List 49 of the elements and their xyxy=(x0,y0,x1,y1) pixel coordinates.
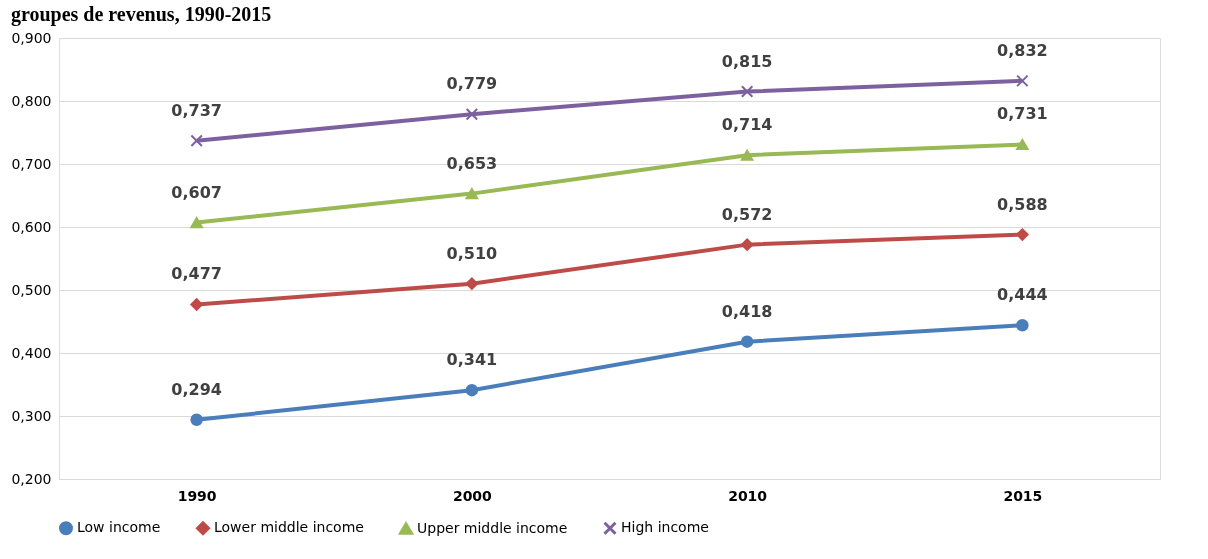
x-tick-label: 2010 xyxy=(728,487,768,504)
legend-label: High income xyxy=(621,519,709,536)
y-tick-label: 0,300 xyxy=(11,407,52,424)
point xyxy=(1016,228,1029,241)
data-label: 0,341 xyxy=(446,350,498,370)
data-label: 0,815 xyxy=(721,51,773,71)
legend-label: Lower middle income xyxy=(214,519,364,536)
point xyxy=(740,335,754,348)
point xyxy=(465,383,479,397)
point xyxy=(465,107,479,121)
data-label: 0,444 xyxy=(997,285,1048,305)
data-label: 0,779 xyxy=(446,74,498,94)
data-label: 0,731 xyxy=(997,104,1048,124)
data-label: 0,418 xyxy=(721,301,773,321)
y-tick-label: 0,900 xyxy=(11,29,52,46)
y-tick-label: 0,200 xyxy=(11,470,52,487)
data-label: 0,510 xyxy=(446,243,498,263)
point xyxy=(1016,138,1029,151)
point xyxy=(740,85,754,98)
y-tick-label: 0,400 xyxy=(11,344,52,361)
point xyxy=(740,238,754,251)
legend-label: Upper middle income xyxy=(417,519,568,536)
data-label: 0,714 xyxy=(721,115,773,135)
point xyxy=(190,134,203,147)
point xyxy=(740,149,754,161)
point xyxy=(465,277,479,290)
x-tick-label: 1990 xyxy=(177,487,217,504)
data-label: 0,653 xyxy=(446,153,498,173)
point xyxy=(190,217,203,229)
x-tick-label: 2000 xyxy=(452,487,493,504)
data-label: 0,832 xyxy=(997,40,1048,60)
legend-label: Low income xyxy=(77,519,161,536)
data-label: 0,737 xyxy=(171,100,222,120)
point xyxy=(465,188,479,200)
data-label: 0,294 xyxy=(171,379,222,399)
y-tick-label: 0,500 xyxy=(11,281,52,298)
chart-title: groupes de revenus, 1990-2015 xyxy=(10,3,272,26)
data-label: 0,607 xyxy=(171,182,222,202)
x-tick-label: 2015 xyxy=(1003,487,1043,504)
point xyxy=(1016,319,1029,332)
y-tick-label: 0,700 xyxy=(11,155,52,172)
y-tick-label: 0,800 xyxy=(11,92,52,109)
data-label: 0,588 xyxy=(997,194,1048,214)
data-label: 0,477 xyxy=(171,264,222,284)
point xyxy=(190,298,203,311)
point xyxy=(190,413,203,427)
y-tick-label: 0,600 xyxy=(11,218,52,235)
point xyxy=(1016,74,1029,88)
data-label: 0,572 xyxy=(721,204,773,224)
